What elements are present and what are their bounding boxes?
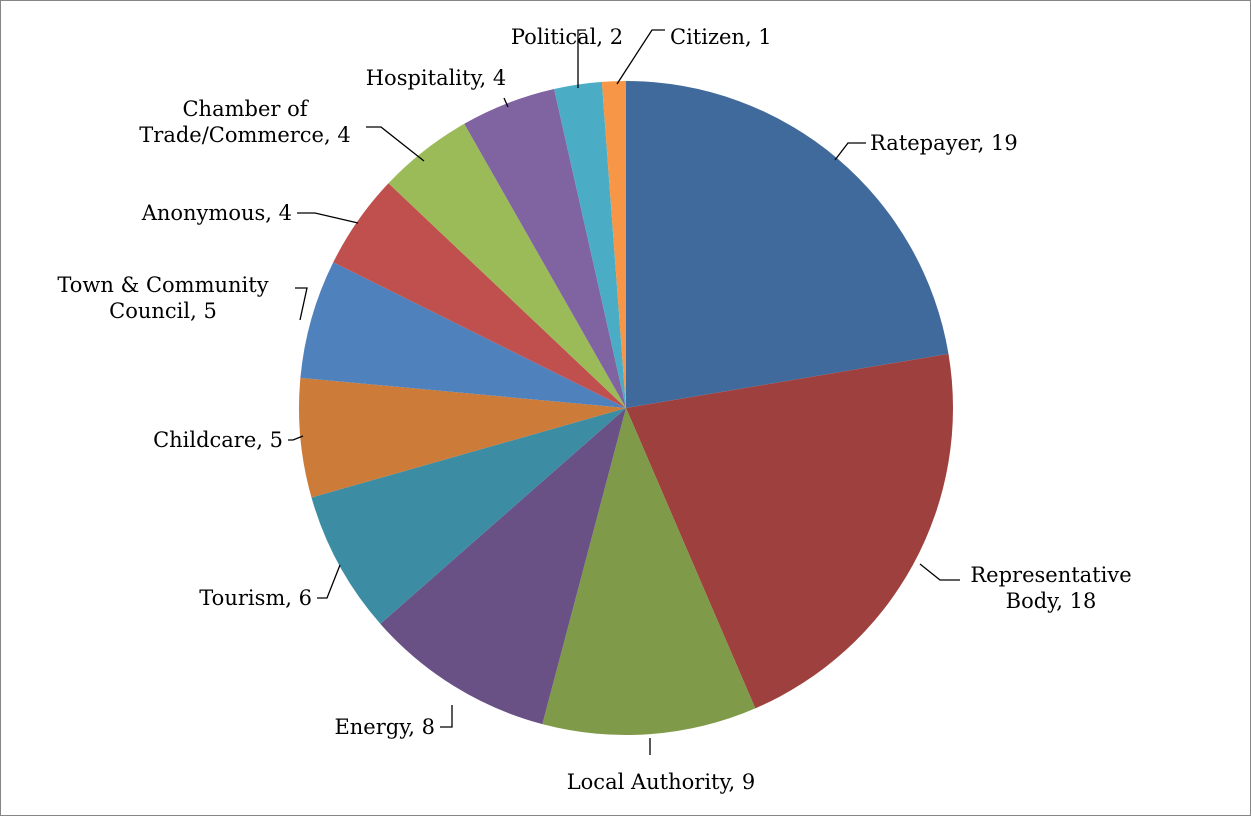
leader-lines bbox=[288, 29, 960, 755]
leader-line bbox=[834, 142, 866, 161]
data-label-line: Trade/Commerce, 4 bbox=[139, 123, 350, 147]
pie-slice-hospitality bbox=[464, 89, 626, 408]
leader-line bbox=[503, 97, 509, 108]
pie-slices bbox=[298, 80, 954, 736]
leader-line bbox=[288, 435, 304, 441]
data-label-line: Town & Community bbox=[57, 273, 268, 297]
leader-line bbox=[295, 287, 308, 321]
pie-slice-representative-body bbox=[626, 353, 954, 709]
data-label-line: Tourism, 6 bbox=[199, 586, 312, 610]
data-label-line: Anonymous, 4 bbox=[141, 201, 292, 225]
pie-slice-local-authority bbox=[542, 408, 756, 736]
leader-line bbox=[366, 126, 425, 162]
pie-slice-citizen bbox=[601, 80, 626, 408]
data-label: Political, 2 bbox=[511, 25, 623, 49]
data-label: Ratepayer, 19 bbox=[870, 131, 1018, 155]
data-label-line: Hospitality, 4 bbox=[366, 66, 507, 90]
leader-line bbox=[317, 564, 341, 599]
data-labels: Ratepayer, 19 Representative Body, 18 Local… bbox=[57, 25, 1131, 794]
pie-slice-tourism bbox=[311, 408, 626, 624]
leader-line bbox=[919, 563, 960, 581]
pie-slice-political bbox=[554, 81, 626, 408]
pie-slice-energy bbox=[380, 408, 626, 725]
data-label: Town & Community Council, 5 bbox=[57, 273, 268, 323]
pie-slice-childcare bbox=[298, 377, 626, 498]
pie-slice-ratepayer bbox=[626, 81, 949, 408]
pie-slice-chamber-of-trade-commerce bbox=[388, 123, 626, 408]
data-label: Tourism, 6 bbox=[199, 586, 312, 610]
data-label-line: Energy, 8 bbox=[334, 715, 435, 739]
data-label-line: Representative bbox=[970, 563, 1131, 587]
leader-line bbox=[440, 705, 453, 728]
data-label: Hospitality, 4 bbox=[366, 66, 507, 90]
leader-line bbox=[297, 212, 359, 224]
data-label: Anonymous, 4 bbox=[141, 201, 292, 225]
data-label-line: Body, 18 bbox=[1006, 589, 1097, 613]
pie-slice-town-community-council bbox=[300, 262, 626, 408]
data-label: Energy, 8 bbox=[334, 715, 435, 739]
data-label: Childcare, 5 bbox=[153, 428, 283, 452]
data-label-line: Chamber of bbox=[182, 97, 309, 121]
leader-line bbox=[616, 29, 665, 85]
data-label: Citizen, 1 bbox=[670, 25, 772, 49]
data-label-line: Ratepayer, 19 bbox=[870, 131, 1018, 155]
data-label: Representative Body, 18 bbox=[970, 563, 1131, 613]
data-label-line: Childcare, 5 bbox=[153, 428, 283, 452]
data-label-line: Local Authority, 9 bbox=[567, 770, 756, 794]
data-label-line: Political, 2 bbox=[511, 25, 623, 49]
data-label-line: Citizen, 1 bbox=[670, 25, 772, 49]
leader-line bbox=[577, 29, 586, 88]
data-label: Chamber of Trade/Commerce, 4 bbox=[139, 97, 350, 147]
data-label: Local Authority, 9 bbox=[567, 770, 756, 794]
data-label-line: Council, 5 bbox=[109, 299, 217, 323]
pie-slice-anonymous bbox=[333, 183, 626, 408]
